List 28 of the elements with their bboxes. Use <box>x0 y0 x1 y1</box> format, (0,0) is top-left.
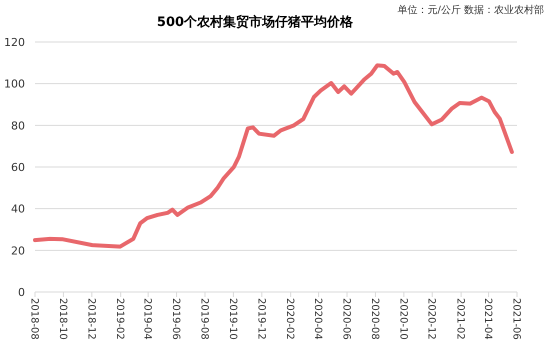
x-tick-label: 2020-06 <box>340 298 352 340</box>
x-tick-label: 2018-12 <box>85 298 96 340</box>
x-tick-label: 2020-08 <box>368 298 380 340</box>
y-tick-label: 60 <box>11 161 25 174</box>
y-tick-label: 40 <box>11 202 25 216</box>
y-tick-label: 120 <box>4 36 25 49</box>
chart-title: 500个农村集贸市场仔猪平均价格 <box>156 14 354 30</box>
x-tick-label: 2020-12 <box>426 298 437 340</box>
x-tick-label: 2019-04 <box>142 298 153 340</box>
x-tick-label: 2019-02 <box>114 298 126 340</box>
y-tick-label: 80 <box>11 119 25 132</box>
x-tick-label: 2020-02 <box>284 298 296 340</box>
x-tick-label: 2019-06 <box>170 298 182 340</box>
x-tick-label: 2019-12 <box>255 298 266 340</box>
x-tick-label: 2018-10 <box>56 298 68 340</box>
y-tick-label: 0 <box>18 286 25 299</box>
x-tick-label: 2019-10 <box>226 298 238 340</box>
x-tick-label: 2021-06 <box>510 298 522 340</box>
y-tick-label: 20 <box>11 244 25 258</box>
x-tick-label: 2020-10 <box>397 298 408 340</box>
text: 单位：元/公斤 数据：农业农村部 <box>397 4 544 16</box>
y-tick-label: 100 <box>4 78 25 91</box>
x-tick-label: 2021-04 <box>482 298 494 340</box>
x-tick-label: 2018-08 <box>28 298 40 340</box>
x-tick-label: 2019-08 <box>198 298 210 340</box>
x-tick-label: 2021-02 <box>454 298 466 340</box>
line-series <box>33 63 514 249</box>
x-tick-label: 2020-04 <box>312 298 324 340</box>
